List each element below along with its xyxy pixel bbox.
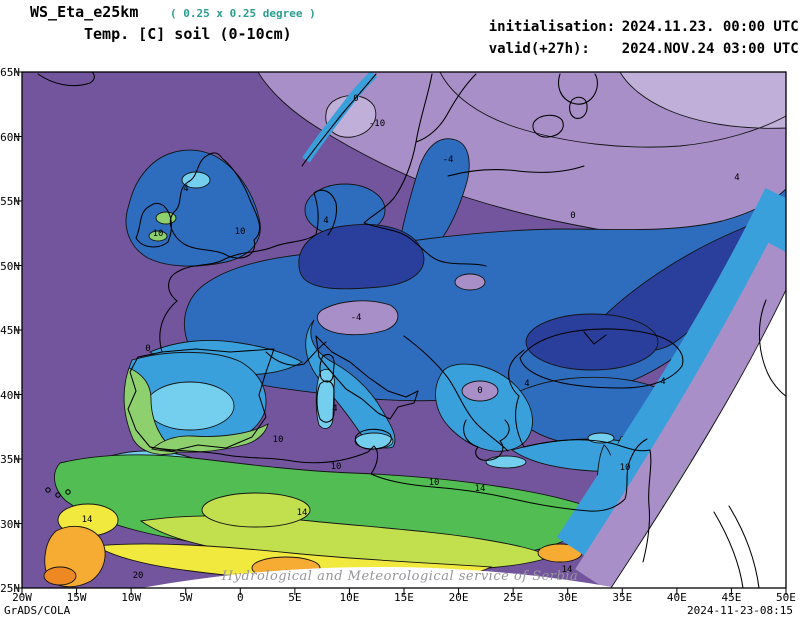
region-ireland-green bbox=[148, 230, 168, 242]
region-norway-mountains bbox=[325, 95, 377, 138]
coastline-canary-1 bbox=[45, 487, 51, 493]
model-name: WS_Eta_e25km bbox=[30, 3, 139, 21]
region-iberia-west-green bbox=[123, 367, 179, 455]
region-no-data-bottom bbox=[141, 566, 617, 588]
region-algeria-yellowgreen bbox=[201, 492, 311, 528]
region-arctic-light bbox=[619, 72, 786, 129]
variable-title: Temp. [C] soil (0-10cm) bbox=[84, 25, 292, 43]
coastline-france-atlantic bbox=[159, 234, 316, 353]
contour-domain-edge bbox=[610, 289, 786, 588]
coastline-iceland bbox=[37, 72, 95, 87]
coastline-black-sea bbox=[519, 328, 684, 389]
coastline-bothnia bbox=[415, 73, 477, 143]
region-scotland-cyan bbox=[181, 171, 211, 189]
coastline-turkey-west bbox=[508, 349, 525, 448]
coastline-north-africa bbox=[149, 438, 648, 512]
region-iberia-cyan bbox=[145, 381, 235, 431]
coastline-france-med bbox=[265, 341, 327, 366]
coastline-adriatic-balkans bbox=[403, 335, 509, 452]
map-content bbox=[22, 72, 786, 588]
valid-line: valid(+27h): 2024.NOV.24 03:00 UTC bbox=[455, 25, 799, 73]
coastline-canary-3 bbox=[65, 489, 71, 495]
coastline-ireland bbox=[135, 202, 173, 248]
coastline-norway bbox=[301, 73, 377, 167]
region-baltic-dark bbox=[298, 224, 425, 290]
region-iberia-south-green bbox=[151, 423, 269, 453]
grads-credit: GrADS/COLA bbox=[4, 604, 71, 617]
coastline-sicily bbox=[354, 428, 392, 450]
coastline-crimea bbox=[583, 331, 607, 345]
coastline-corsica bbox=[319, 353, 335, 383]
coastline-uk bbox=[169, 152, 261, 259]
coastline-finland-south bbox=[447, 165, 585, 177]
axis-tick-marks bbox=[15, 71, 787, 595]
coastlines bbox=[37, 72, 786, 588]
region-carpathian-lavender bbox=[454, 273, 486, 291]
region-edge-band-lavender bbox=[575, 242, 786, 588]
coastline-lake-onega bbox=[569, 96, 588, 119]
region-crete-cyan bbox=[485, 455, 527, 469]
coastline-denmark bbox=[313, 189, 338, 236]
coastline-red-sea-2 bbox=[728, 505, 760, 588]
region-baltic-blue bbox=[399, 138, 470, 242]
coastline-iberia bbox=[127, 348, 275, 452]
coastline-italy bbox=[315, 335, 419, 420]
region-greece-light bbox=[435, 363, 533, 452]
init-value: 2024.11.23. 00:00 UTC bbox=[621, 19, 799, 35]
coastline-greece bbox=[463, 419, 510, 461]
region-alps-lavender bbox=[316, 300, 399, 336]
generation-timestamp: 2024-11-23-08:15 bbox=[687, 604, 793, 617]
contour-line-arctic bbox=[439, 72, 786, 148]
region-norway-coast-band bbox=[302, 72, 378, 163]
watermark: Hydrological and Meteorological service … bbox=[221, 569, 579, 584]
coastline-canary-2 bbox=[55, 492, 61, 498]
region-deep-orange bbox=[43, 566, 77, 586]
initialisation-line: initialisation: 2024.11.23. 00:00 UTC bbox=[455, 3, 799, 51]
region-balkan-lavender bbox=[461, 380, 499, 402]
coastline-white-sea bbox=[557, 73, 598, 105]
init-label: initialisation: bbox=[488, 19, 616, 35]
coastline-caspian bbox=[758, 299, 786, 397]
region-edge-band-blue bbox=[556, 187, 786, 563]
temperature-fill-regions bbox=[22, 72, 786, 588]
valid-label: valid(+27h): bbox=[488, 41, 590, 57]
coastline-turkey-levant bbox=[523, 439, 652, 563]
coastline-lake-ladoga bbox=[532, 114, 564, 138]
coastline-sweden-baltic bbox=[363, 73, 433, 224]
valid-value: 2024.NOV.24 03:00 UTC bbox=[621, 41, 799, 57]
region-no-data-wedge bbox=[611, 290, 786, 588]
grid-resolution: ( 0.25 x 0.25 degree ) bbox=[170, 7, 316, 20]
coastline-baltic-south bbox=[363, 222, 487, 267]
coastline-red-sea-1 bbox=[713, 511, 744, 588]
